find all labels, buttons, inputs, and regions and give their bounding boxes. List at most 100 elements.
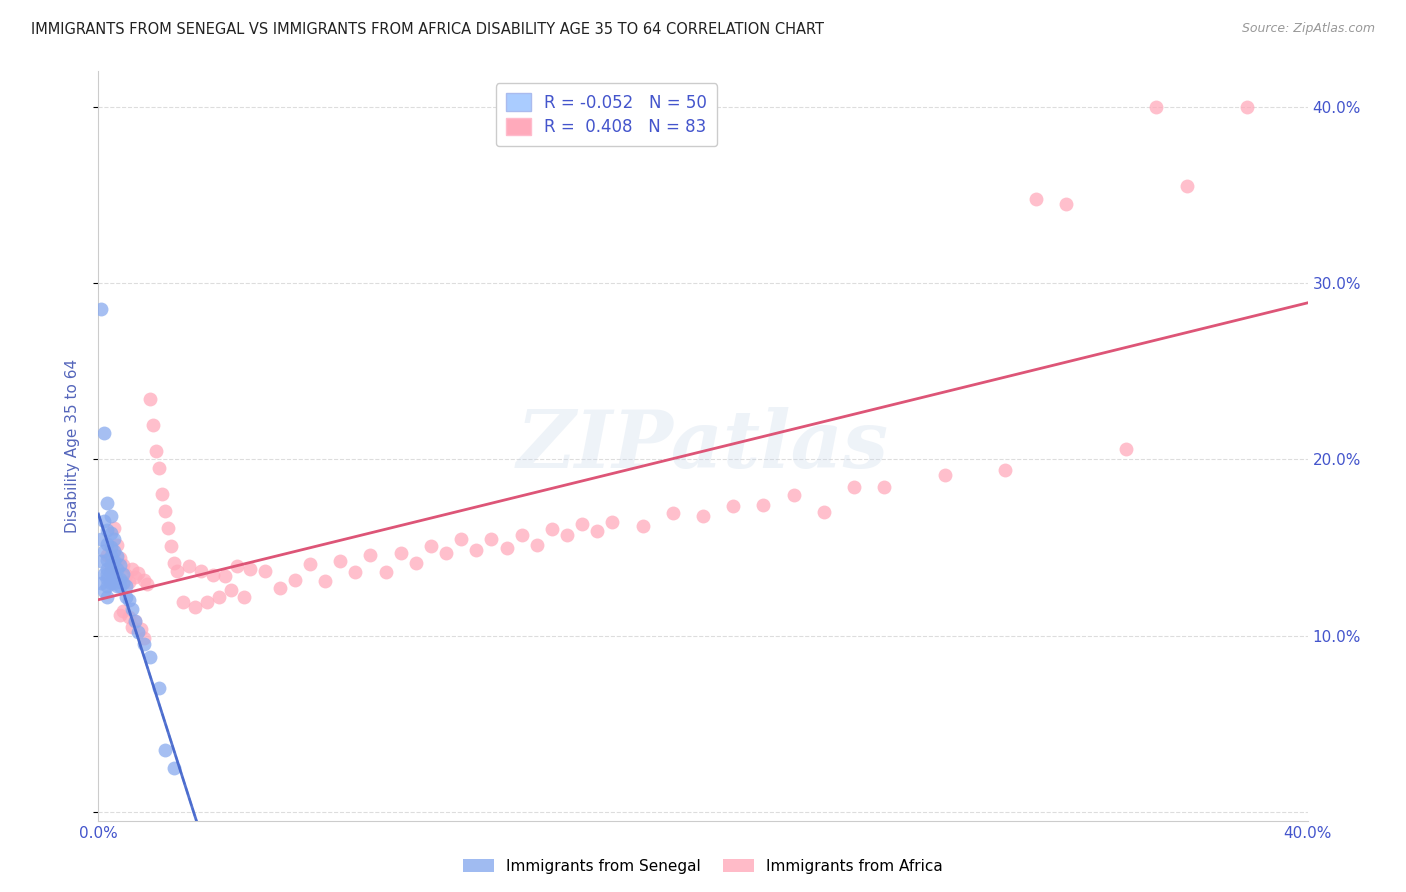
Point: [90, 302, 112, 317]
Point: [100, 559, 122, 574]
Point: [844, 479, 866, 493]
Point: [105, 579, 128, 593]
Point: [103, 520, 125, 534]
Legend: R = -0.052   N = 50, R =  0.408   N = 83: R = -0.052 N = 50, R = 0.408 N = 83: [496, 84, 717, 146]
Point: [142, 417, 165, 432]
Point: [329, 554, 352, 568]
Point: [103, 532, 125, 546]
Point: [389, 546, 412, 560]
Point: [108, 558, 131, 572]
Point: [139, 392, 162, 406]
Point: [90, 554, 112, 568]
Point: [96, 561, 118, 575]
Point: [450, 532, 472, 546]
Point: [1115, 442, 1137, 456]
Point: [93, 584, 115, 599]
Point: [105, 538, 128, 552]
Point: [284, 574, 307, 588]
Point: [108, 607, 131, 622]
Point: [783, 488, 806, 502]
Point: [1054, 196, 1077, 211]
Point: [153, 743, 176, 757]
Point: [96, 523, 118, 537]
Point: [813, 505, 835, 519]
Point: [269, 581, 291, 595]
Point: [1236, 100, 1258, 114]
Point: [103, 554, 125, 568]
Point: [221, 582, 243, 597]
Point: [405, 556, 427, 570]
Point: [96, 552, 118, 566]
Point: [93, 514, 115, 528]
Point: [465, 543, 488, 558]
Point: [166, 564, 188, 578]
Point: [90, 532, 112, 546]
Y-axis label: Disability Age 35 to 64: Disability Age 35 to 64: [65, 359, 80, 533]
Point: [253, 564, 276, 578]
Point: [111, 604, 134, 618]
Point: [195, 595, 218, 609]
Point: [100, 565, 122, 579]
Legend: Immigrants from Senegal, Immigrants from Africa: Immigrants from Senegal, Immigrants from…: [457, 853, 949, 880]
Point: [132, 573, 155, 587]
Point: [114, 590, 136, 604]
Point: [100, 549, 122, 564]
Point: [93, 425, 115, 440]
Point: [100, 508, 122, 523]
Point: [96, 496, 118, 510]
Point: [96, 566, 118, 581]
Point: [96, 548, 118, 562]
Text: ZIPatlas: ZIPatlas: [517, 408, 889, 484]
Point: [692, 508, 714, 523]
Point: [526, 538, 548, 552]
Point: [108, 572, 131, 586]
Point: [208, 590, 231, 604]
Point: [434, 546, 457, 560]
Point: [96, 590, 118, 604]
Point: [163, 556, 186, 570]
Point: [571, 517, 593, 532]
Point: [124, 615, 146, 629]
Point: [118, 574, 141, 589]
Point: [420, 540, 443, 554]
Point: [111, 558, 134, 572]
Point: [111, 575, 134, 590]
Point: [96, 572, 118, 586]
Point: [114, 568, 136, 582]
Point: [103, 575, 125, 590]
Point: [90, 575, 112, 590]
Point: [160, 539, 183, 553]
Point: [314, 574, 336, 589]
Point: [124, 615, 146, 629]
Point: [190, 564, 212, 578]
Point: [118, 610, 141, 624]
Point: [111, 566, 134, 581]
Point: [934, 468, 956, 483]
Point: [148, 681, 170, 696]
Point: [100, 541, 122, 555]
Point: [108, 579, 131, 593]
Point: [103, 565, 125, 579]
Point: [139, 649, 162, 664]
Point: [239, 562, 262, 576]
Point: [344, 565, 367, 579]
Point: [226, 558, 249, 573]
Point: [661, 506, 683, 520]
Point: [586, 524, 609, 538]
Point: [132, 637, 155, 651]
Point: [179, 558, 201, 573]
Point: [145, 443, 167, 458]
Point: [602, 515, 624, 529]
Text: Source: ZipAtlas.com: Source: ZipAtlas.com: [1241, 22, 1375, 36]
Point: [100, 575, 122, 590]
Point: [163, 761, 186, 775]
Point: [93, 566, 115, 581]
Point: [127, 625, 149, 640]
Point: [172, 595, 194, 609]
Point: [360, 549, 382, 563]
Point: [214, 569, 236, 583]
Point: [135, 577, 157, 591]
Point: [150, 487, 173, 501]
Point: [105, 561, 128, 575]
Point: [299, 557, 322, 571]
